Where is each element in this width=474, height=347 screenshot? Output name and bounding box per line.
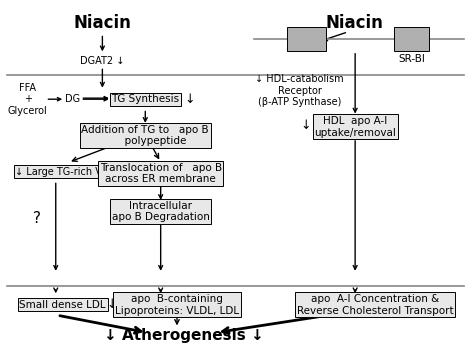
Text: ↓: ↓ bbox=[24, 165, 35, 178]
Text: ↓: ↓ bbox=[107, 298, 117, 311]
Text: FFA
+
Glycerol: FFA + Glycerol bbox=[8, 83, 48, 116]
Text: TG Synthesis: TG Synthesis bbox=[111, 94, 179, 104]
Text: DG: DG bbox=[64, 94, 80, 104]
Text: apo  A-I Concentration &
Reverse Cholesterol Transport: apo A-I Concentration & Reverse Choleste… bbox=[297, 294, 454, 316]
Text: SR-BI: SR-BI bbox=[398, 54, 425, 64]
Text: Niacin: Niacin bbox=[73, 14, 131, 32]
Text: Small dense LDL: Small dense LDL bbox=[19, 300, 106, 310]
Text: DGAT2 ↓: DGAT2 ↓ bbox=[80, 56, 125, 66]
Text: apo  B-containing
Lipoproteins: VLDL, LDL: apo B-containing Lipoproteins: VLDL, LDL bbox=[115, 294, 239, 316]
Text: Translocation of   apo B
across ER membrane: Translocation of apo B across ER membran… bbox=[100, 163, 222, 184]
Text: ↓ Atherogenesis ↓: ↓ Atherogenesis ↓ bbox=[104, 329, 264, 344]
Text: ?: ? bbox=[33, 211, 41, 226]
Text: Addition of TG to   apo B
      polypeptide: Addition of TG to apo B polypeptide bbox=[82, 125, 209, 146]
Text: ↓ Large TG-rich VLDL₁: ↓ Large TG-rich VLDL₁ bbox=[15, 167, 124, 177]
FancyBboxPatch shape bbox=[287, 27, 326, 51]
Text: ↓: ↓ bbox=[185, 93, 195, 106]
Text: ↓: ↓ bbox=[83, 128, 94, 141]
Text: ↓: ↓ bbox=[100, 167, 111, 180]
Text: Niacin: Niacin bbox=[325, 14, 383, 32]
FancyBboxPatch shape bbox=[394, 27, 429, 51]
Text: HDL  apo A-I
uptake/removal: HDL apo A-I uptake/removal bbox=[314, 116, 396, 138]
Text: ↓ HDL-catabolism
Receptor
(β-ATP Synthase): ↓ HDL-catabolism Receptor (β-ATP Synthas… bbox=[255, 74, 344, 107]
Text: Intracellular
apo B Degradation: Intracellular apo B Degradation bbox=[112, 201, 210, 222]
Text: ↓: ↓ bbox=[18, 298, 28, 311]
Text: ↑: ↑ bbox=[301, 298, 311, 311]
Text: ↓: ↓ bbox=[301, 119, 311, 132]
